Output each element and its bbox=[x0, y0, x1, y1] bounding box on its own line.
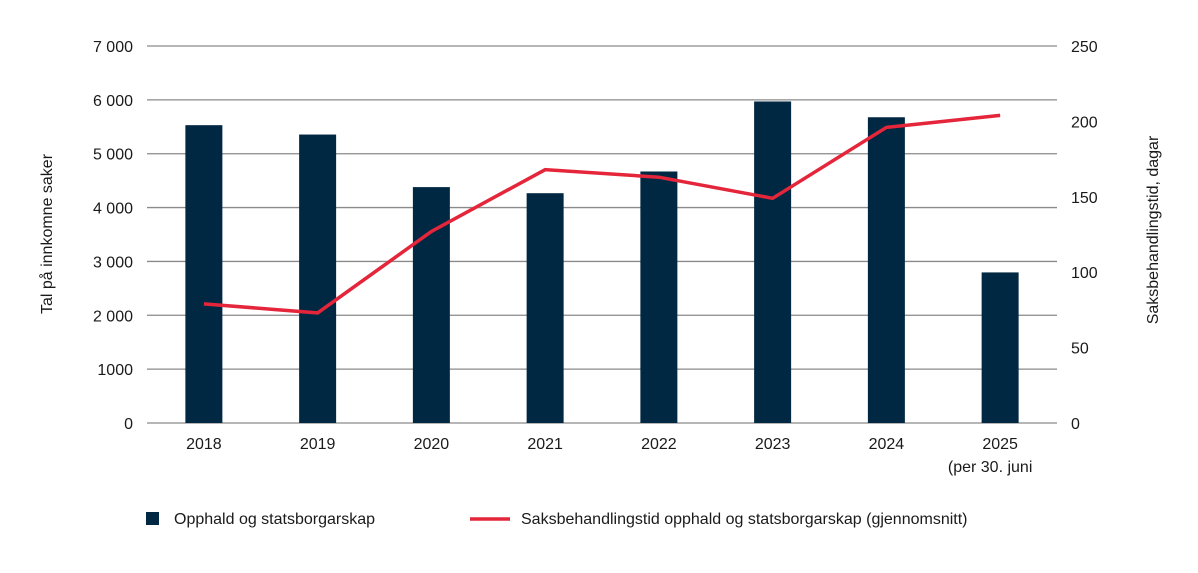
bar bbox=[185, 125, 222, 423]
legend-swatch-bar bbox=[146, 512, 159, 525]
x-tick-label: 2018 bbox=[186, 436, 222, 453]
bar bbox=[527, 193, 564, 423]
y-axis-label: Tal på innkomne saker bbox=[38, 153, 56, 314]
y-tick-label: 0 bbox=[124, 416, 133, 433]
x-tick-label: 2019 bbox=[300, 436, 336, 453]
y-tick-label: 3 000 bbox=[93, 254, 133, 271]
y2-axis-label: Saksbehandlingstid, dagar bbox=[1145, 135, 1162, 324]
y2-tick-label: 250 bbox=[1071, 39, 1098, 56]
bar bbox=[868, 117, 905, 423]
y2-tick-label: 100 bbox=[1071, 265, 1098, 282]
bar bbox=[754, 101, 791, 423]
bar bbox=[982, 272, 1019, 423]
y-tick-label: 6 000 bbox=[93, 93, 133, 110]
x-tick-sublabel: (per 30. juni bbox=[948, 459, 1033, 476]
x-tick-label: 2024 bbox=[869, 436, 905, 453]
x-tick-label: 2020 bbox=[414, 436, 450, 453]
y-tick-label: 1000 bbox=[97, 362, 133, 379]
x-tick-label: 2023 bbox=[755, 436, 791, 453]
x-tick-label: 2025 bbox=[982, 436, 1018, 453]
y2-tick-label: 0 bbox=[1071, 416, 1080, 433]
y-tick-label: 4 000 bbox=[93, 201, 133, 218]
x-tick-label: 2022 bbox=[641, 436, 677, 453]
bar bbox=[299, 135, 336, 423]
x-tick-label: 2021 bbox=[527, 436, 563, 453]
y-tick-label: 7 000 bbox=[93, 39, 133, 56]
bar bbox=[640, 171, 677, 423]
legend-label-bar: Opphald og statsborgarskap bbox=[174, 511, 375, 528]
y2-tick-label: 150 bbox=[1071, 190, 1098, 207]
y2-tick-label: 50 bbox=[1071, 341, 1089, 358]
y-tick-label: 5 000 bbox=[93, 147, 133, 164]
y2-tick-label: 200 bbox=[1071, 114, 1098, 131]
y-tick-label: 2 000 bbox=[93, 308, 133, 325]
legend-label-line: Saksbehandlingstid opphald og statsborga… bbox=[521, 511, 968, 528]
